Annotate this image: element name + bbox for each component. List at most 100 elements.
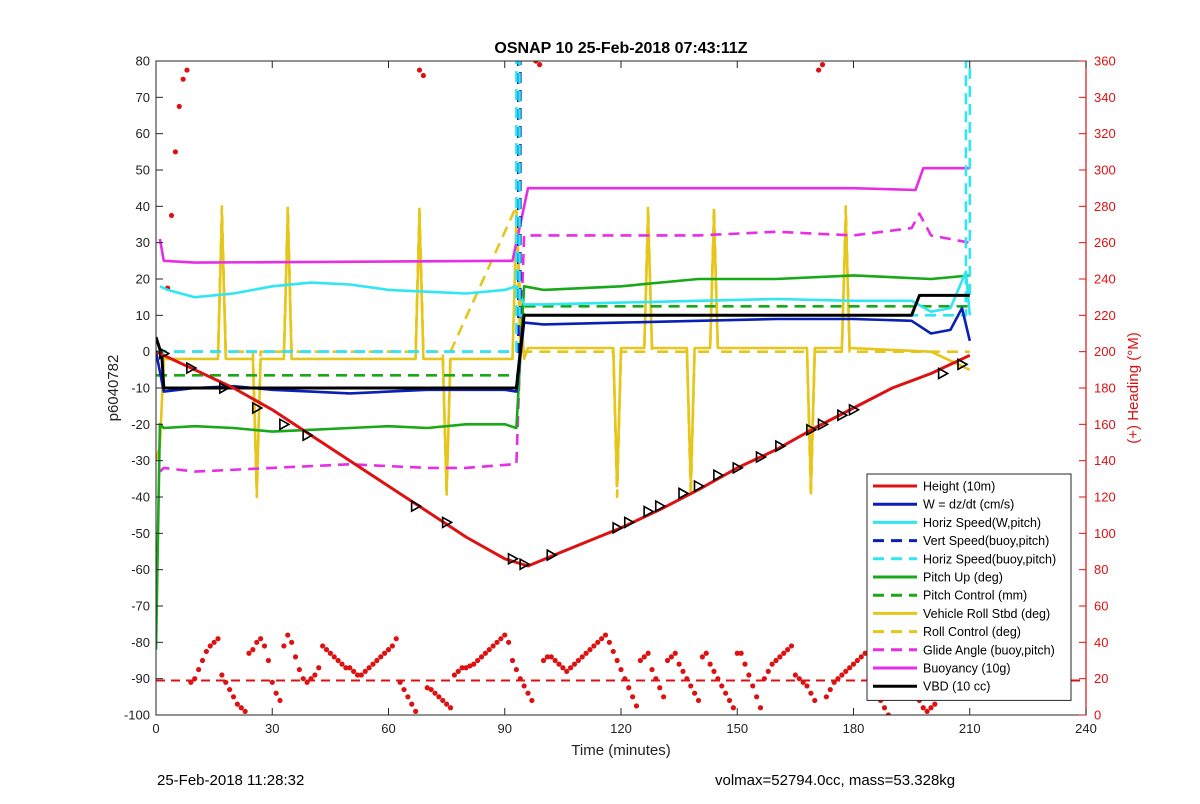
heading-point: [354, 672, 361, 678]
y-tick-label-left: -10: [131, 381, 150, 396]
heading-point: [637, 657, 643, 664]
x-tick-label: 30: [265, 721, 279, 736]
legend-entry-label: W = dz/dt (cm/s): [923, 498, 1014, 512]
y-tick-label-left: 30: [136, 235, 150, 250]
heading-point: [196, 666, 202, 673]
heading-point: [250, 647, 256, 653]
heading-point: [734, 650, 740, 656]
heading-point: [854, 657, 860, 664]
legend-entry-label: Roll Control (deg): [923, 625, 1021, 639]
height-marker: [279, 417, 291, 431]
heading-point: [529, 697, 535, 704]
heading-point: [261, 643, 268, 649]
y-tick-label-left: -50: [131, 526, 150, 541]
heading-point: [296, 666, 302, 673]
height-marker: [519, 557, 531, 571]
heading-point: [211, 639, 217, 645]
y-tick-label-left: -40: [131, 490, 150, 505]
heading-point: [792, 672, 798, 678]
heading-point: [796, 676, 802, 682]
legend-entry-label: Buoyancy (10g): [923, 662, 1011, 676]
series-horiz-speed-w-pitch: [159, 270, 972, 316]
heading-point: [723, 690, 729, 696]
heading-point: [513, 666, 519, 673]
heading-point: [843, 668, 849, 675]
y-tick-label-right: 360: [1094, 54, 1116, 69]
y-tick-label-right: 20: [1094, 671, 1108, 686]
legend-entry-label: Height (10m): [923, 480, 995, 494]
y-tick-label-right: 40: [1094, 635, 1108, 650]
height-marker: [612, 521, 624, 535]
heading-point: [393, 636, 399, 642]
heading-point: [370, 661, 376, 667]
legend-entry-label: Pitch Up (deg): [923, 571, 1003, 585]
heading-point: [265, 657, 271, 664]
legend-entry-label: Pitch Control (mm): [923, 589, 1027, 603]
heading-point: [730, 705, 736, 711]
y-axis-label-right: (+) Heading (°M): [1125, 332, 1142, 443]
heading-point: [695, 697, 702, 704]
y-tick-label-right: 200: [1094, 344, 1116, 359]
heading-point: [819, 62, 826, 68]
y-tick-label-right: 340: [1094, 90, 1116, 105]
heading-point: [839, 672, 845, 678]
y-tick-label-left: -100: [124, 708, 150, 723]
height-marker: [546, 548, 558, 562]
heading-point: [602, 632, 609, 638]
y-tick-label-right: 100: [1094, 526, 1116, 541]
height-marker: [837, 408, 849, 422]
y-tick-label-right: 80: [1094, 562, 1108, 577]
y-tick-label-right: 60: [1094, 599, 1108, 614]
heading-point: [920, 705, 926, 711]
y-tick-label-left: 20: [136, 272, 150, 287]
heading-point: [626, 685, 632, 691]
heading-point: [707, 661, 713, 667]
heading-point: [568, 665, 574, 671]
heading-point: [409, 701, 415, 707]
heading-point: [521, 683, 527, 689]
heading-point: [447, 705, 454, 711]
heading-point: [482, 650, 488, 656]
heading-point: [339, 661, 345, 667]
heading-point: [343, 665, 349, 671]
heading-point: [587, 647, 593, 653]
chart-title: OSNAP 10 25-Feb-2018 07:43:11Z: [494, 40, 747, 57]
y-tick-label-right: 140: [1094, 453, 1116, 468]
heading-point: [335, 657, 341, 664]
heading-point: [207, 643, 213, 649]
heading-point: [168, 212, 175, 219]
height-marker: [623, 516, 636, 529]
y-tick-label-left: 10: [136, 308, 150, 323]
height-marker: [507, 552, 520, 566]
heading-point: [327, 650, 333, 656]
heading-point: [754, 694, 760, 700]
heading-point: [599, 636, 605, 642]
heading-point: [300, 676, 306, 682]
heading-point: [180, 76, 186, 82]
y-tick-label-right: 180: [1094, 381, 1116, 396]
heading-point: [490, 643, 496, 649]
legend: Height (10m) W = dz/dt (cm/s) Horiz Speed(…: [866, 473, 1072, 701]
heading-point: [494, 639, 500, 645]
height-marker: [713, 468, 725, 482]
heading-point: [509, 657, 516, 664]
heading-point: [769, 661, 775, 667]
height-marker: [219, 381, 231, 395]
heading-point: [230, 694, 237, 700]
heading-point: [432, 690, 438, 696]
heading-point: [668, 654, 674, 660]
heading-point: [540, 657, 547, 664]
series-buoyancy-10g: [158, 166, 970, 264]
y-tick-label-left: -20: [131, 417, 150, 432]
height-marker: [441, 516, 454, 529]
heading-point: [428, 686, 434, 693]
height-marker: [755, 450, 768, 464]
x-tick-label: 60: [381, 721, 395, 736]
heading-point: [579, 654, 585, 660]
legend-entry-label: Glide Angle (buoy,pitch): [923, 643, 1055, 657]
heading-point: [676, 661, 682, 667]
heading-point: [571, 661, 578, 667]
y-tick-label-right: 0: [1094, 708, 1101, 723]
heading-point: [358, 672, 364, 678]
x-tick-label: 150: [726, 721, 748, 736]
